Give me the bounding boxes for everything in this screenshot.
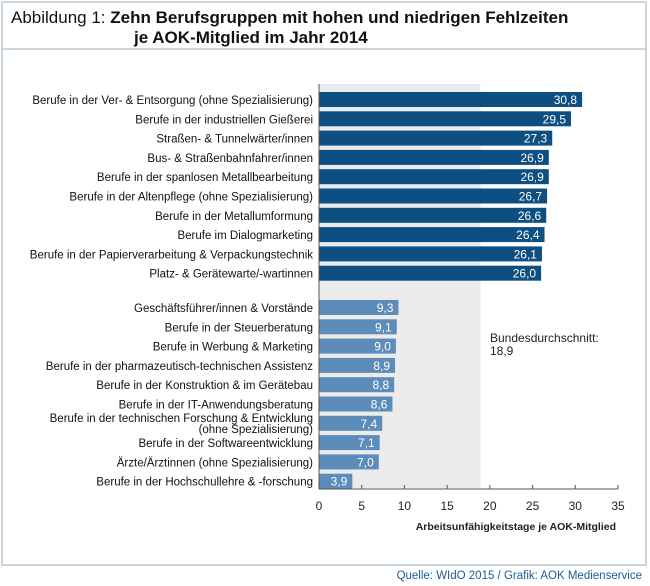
category-label: Berufe in der Metallumformung: [155, 211, 313, 223]
value-label: 26,6: [518, 209, 542, 223]
chart-title: Abbildung 1: Zehn Berufsgruppen mit hohe…: [11, 8, 569, 47]
value-label: 9,3: [377, 301, 394, 315]
category-label: Berufe in der Softwareentwicklung: [138, 438, 313, 450]
value-label: 3,9: [331, 475, 348, 489]
average-value: 18,9: [490, 344, 514, 358]
bar-low-1: [319, 319, 397, 335]
value-label: 7,4: [361, 417, 378, 431]
category-label: Berufe in der technischen Forschung & En…: [50, 413, 314, 436]
x-tick-label: 20: [483, 499, 497, 513]
bar-high-1: [319, 111, 572, 127]
category-label: Straßen- & Tunnelwärter/innen: [156, 134, 313, 146]
title-line2: je AOK-Mitglied im Jahr 2014: [134, 28, 368, 47]
bar-high-4: [319, 169, 549, 185]
value-label: 9,1: [375, 320, 392, 334]
bar-low-4: [319, 377, 395, 393]
value-label: 8,9: [373, 359, 390, 373]
category-label: Berufe in der industriellen Gießerei: [135, 114, 313, 126]
x-tick-label: 0: [316, 499, 323, 513]
bar-high-6: [319, 207, 547, 223]
category-label: Berufe in der IT-Anwendungsberatung: [119, 400, 313, 412]
value-label: 7,0: [357, 455, 374, 469]
bar-low-7: [319, 435, 380, 451]
average-label: Bundesdurchschnitt:: [490, 331, 599, 345]
category-label: Platz- & Gerätewarte/-wartinnen: [149, 269, 313, 281]
bar-low-3: [319, 357, 396, 373]
bar-high-9: [319, 265, 542, 281]
bar-high-0: [319, 92, 583, 107]
category-label: Berufe in der Konstruktion & im Geräteba…: [96, 380, 313, 392]
value-label: 29,5: [543, 112, 567, 126]
bar-low-0: [319, 300, 399, 315]
category-label: Ärzte/Ärztinnen (ohne Spezialisierung): [117, 457, 313, 469]
x-tick-label: 5: [358, 499, 365, 513]
x-tick-label: 10: [398, 499, 412, 513]
category-label: Berufe im Dialogmarketing: [177, 230, 313, 242]
category-label: Berufe in der Hochschullehre & -forschun…: [96, 477, 313, 489]
value-label: 9,0: [374, 340, 391, 354]
value-label: 8,8: [372, 378, 389, 392]
bar-low-2: [319, 338, 396, 354]
value-label: 26,9: [520, 170, 544, 184]
bar-high-5: [319, 188, 548, 204]
x-tick-label: 25: [526, 499, 540, 513]
bar-high-8: [319, 246, 542, 262]
x-tick-label: 35: [611, 499, 625, 513]
category-label: Berufe in der Papierverarbeitung & Verpa…: [30, 249, 313, 261]
x-tick-label: 30: [569, 499, 583, 513]
source-credit: Quelle: WIdO 2015 / Grafik: AOK Mediense…: [396, 570, 642, 582]
bar-low-9: [319, 473, 353, 489]
category-label: Bus- & Straßenbahnfahrer/innen: [147, 153, 313, 165]
value-label: 26,0: [513, 267, 537, 281]
value-label: 30,8: [554, 93, 578, 107]
bar-high-3: [319, 149, 549, 165]
category-label: Berufe in der Steuerberatung: [165, 322, 313, 334]
value-label: 7,1: [358, 436, 375, 450]
value-label: 26,4: [516, 228, 540, 242]
title-prefix: Abbildung 1:: [11, 8, 106, 27]
value-label: 26,9: [520, 151, 544, 165]
title-box: Abbildung 1: Zehn Berufsgruppen mit hohe…: [1, 1, 647, 50]
bar-low-5: [319, 396, 393, 412]
title-line1: Zehn Berufsgruppen mit hohen und niedrig…: [110, 8, 569, 27]
x-tick-label: 15: [440, 499, 454, 513]
bar-high-7: [319, 227, 545, 243]
value-label: 8,6: [371, 398, 388, 412]
category-label: Berufe in der Altenpflege (ohne Speziali…: [69, 192, 313, 204]
bar-low-8: [319, 454, 379, 470]
category-label: Geschäftsführer/innen & Vorstände: [134, 303, 313, 315]
category-label: Berufe in Werbung & Marketing: [153, 342, 313, 354]
value-label: 26,1: [514, 247, 538, 261]
bar-high-2: [319, 130, 553, 146]
category-label: Berufe in der spanlosen Metallbearbeitun…: [97, 172, 313, 184]
value-label: 26,7: [519, 190, 543, 204]
category-label: Berufe in der Ver- & Entsorgung (ohne Sp…: [32, 95, 313, 107]
x-axis-title: Arbeitsunfähigkeitstage je AOK-Mitglied: [416, 521, 616, 533]
bar-low-6: [319, 415, 383, 431]
category-label: Berufe in der pharmazeutisch-technischen…: [46, 361, 313, 373]
value-label: 27,3: [524, 132, 548, 146]
